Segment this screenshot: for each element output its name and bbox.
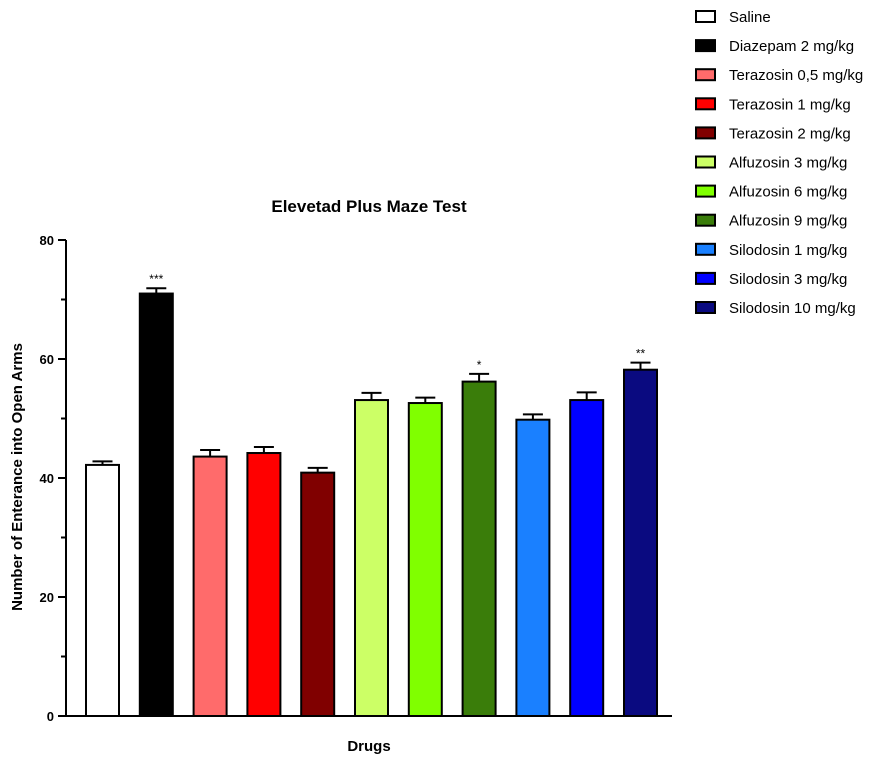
significance-label: ***	[149, 272, 163, 286]
significance-label: **	[636, 347, 646, 361]
legend-swatch	[695, 126, 716, 140]
legend-swatch	[695, 301, 716, 314]
bars: ******	[85, 272, 658, 717]
bar	[300, 471, 336, 717]
y-tick-label: 40	[40, 471, 54, 486]
legend-label: Saline	[729, 9, 771, 26]
legend-label: Alfuzosin 6 mg/kg	[729, 184, 847, 201]
bar	[461, 380, 497, 717]
legend-label: Silodosin 10 mg/kg	[729, 300, 856, 317]
bar	[354, 399, 389, 717]
legend-swatch	[695, 155, 716, 169]
legend-label: Silodosin 1 mg/kg	[729, 242, 847, 259]
legend-label: Terazosin 1 mg/kg	[729, 96, 851, 113]
legend: Saline Diazepam 2 mg/kg Terazosin 0,5 mg/k…	[695, 9, 863, 317]
bar	[138, 292, 174, 717]
x-axis-title: Drugs	[347, 738, 390, 755]
y-tick-label: 60	[40, 352, 54, 367]
legend-swatch	[695, 10, 716, 23]
legend-label: Diazepam 2 mg/kg	[729, 38, 854, 55]
significance-label: *	[477, 358, 482, 372]
y-tick-label: 20	[40, 590, 54, 605]
legend-label: Silodosin 3 mg/kg	[729, 271, 847, 288]
legend-swatch	[695, 213, 716, 227]
y-tick-label: 0	[47, 709, 54, 724]
legend-swatch	[695, 184, 716, 198]
legend-label: Terazosin 2 mg/kg	[729, 125, 851, 142]
bar	[246, 452, 282, 717]
bar	[192, 455, 228, 717]
bar	[623, 368, 658, 717]
legend-swatch	[695, 39, 716, 53]
legend-swatch	[695, 242, 716, 256]
legend-label: Alfuzosin 9 mg/kg	[729, 213, 847, 230]
bar	[515, 418, 551, 717]
legend-label: Alfuzosin 3 mg/kg	[729, 155, 847, 172]
legend-label: Terazosin 0,5 mg/kg	[729, 67, 863, 84]
legend-swatch	[695, 68, 716, 82]
chart-title: Elevetad Plus Maze Test	[271, 197, 467, 216]
bar	[569, 399, 605, 717]
y-tick-label: 80	[40, 233, 54, 248]
legend-swatch	[695, 97, 716, 111]
y-axis-title: Number of Enterance into Open Arms	[9, 343, 26, 611]
bar	[407, 402, 443, 717]
legend-swatch	[695, 271, 716, 285]
bar	[85, 463, 120, 717]
